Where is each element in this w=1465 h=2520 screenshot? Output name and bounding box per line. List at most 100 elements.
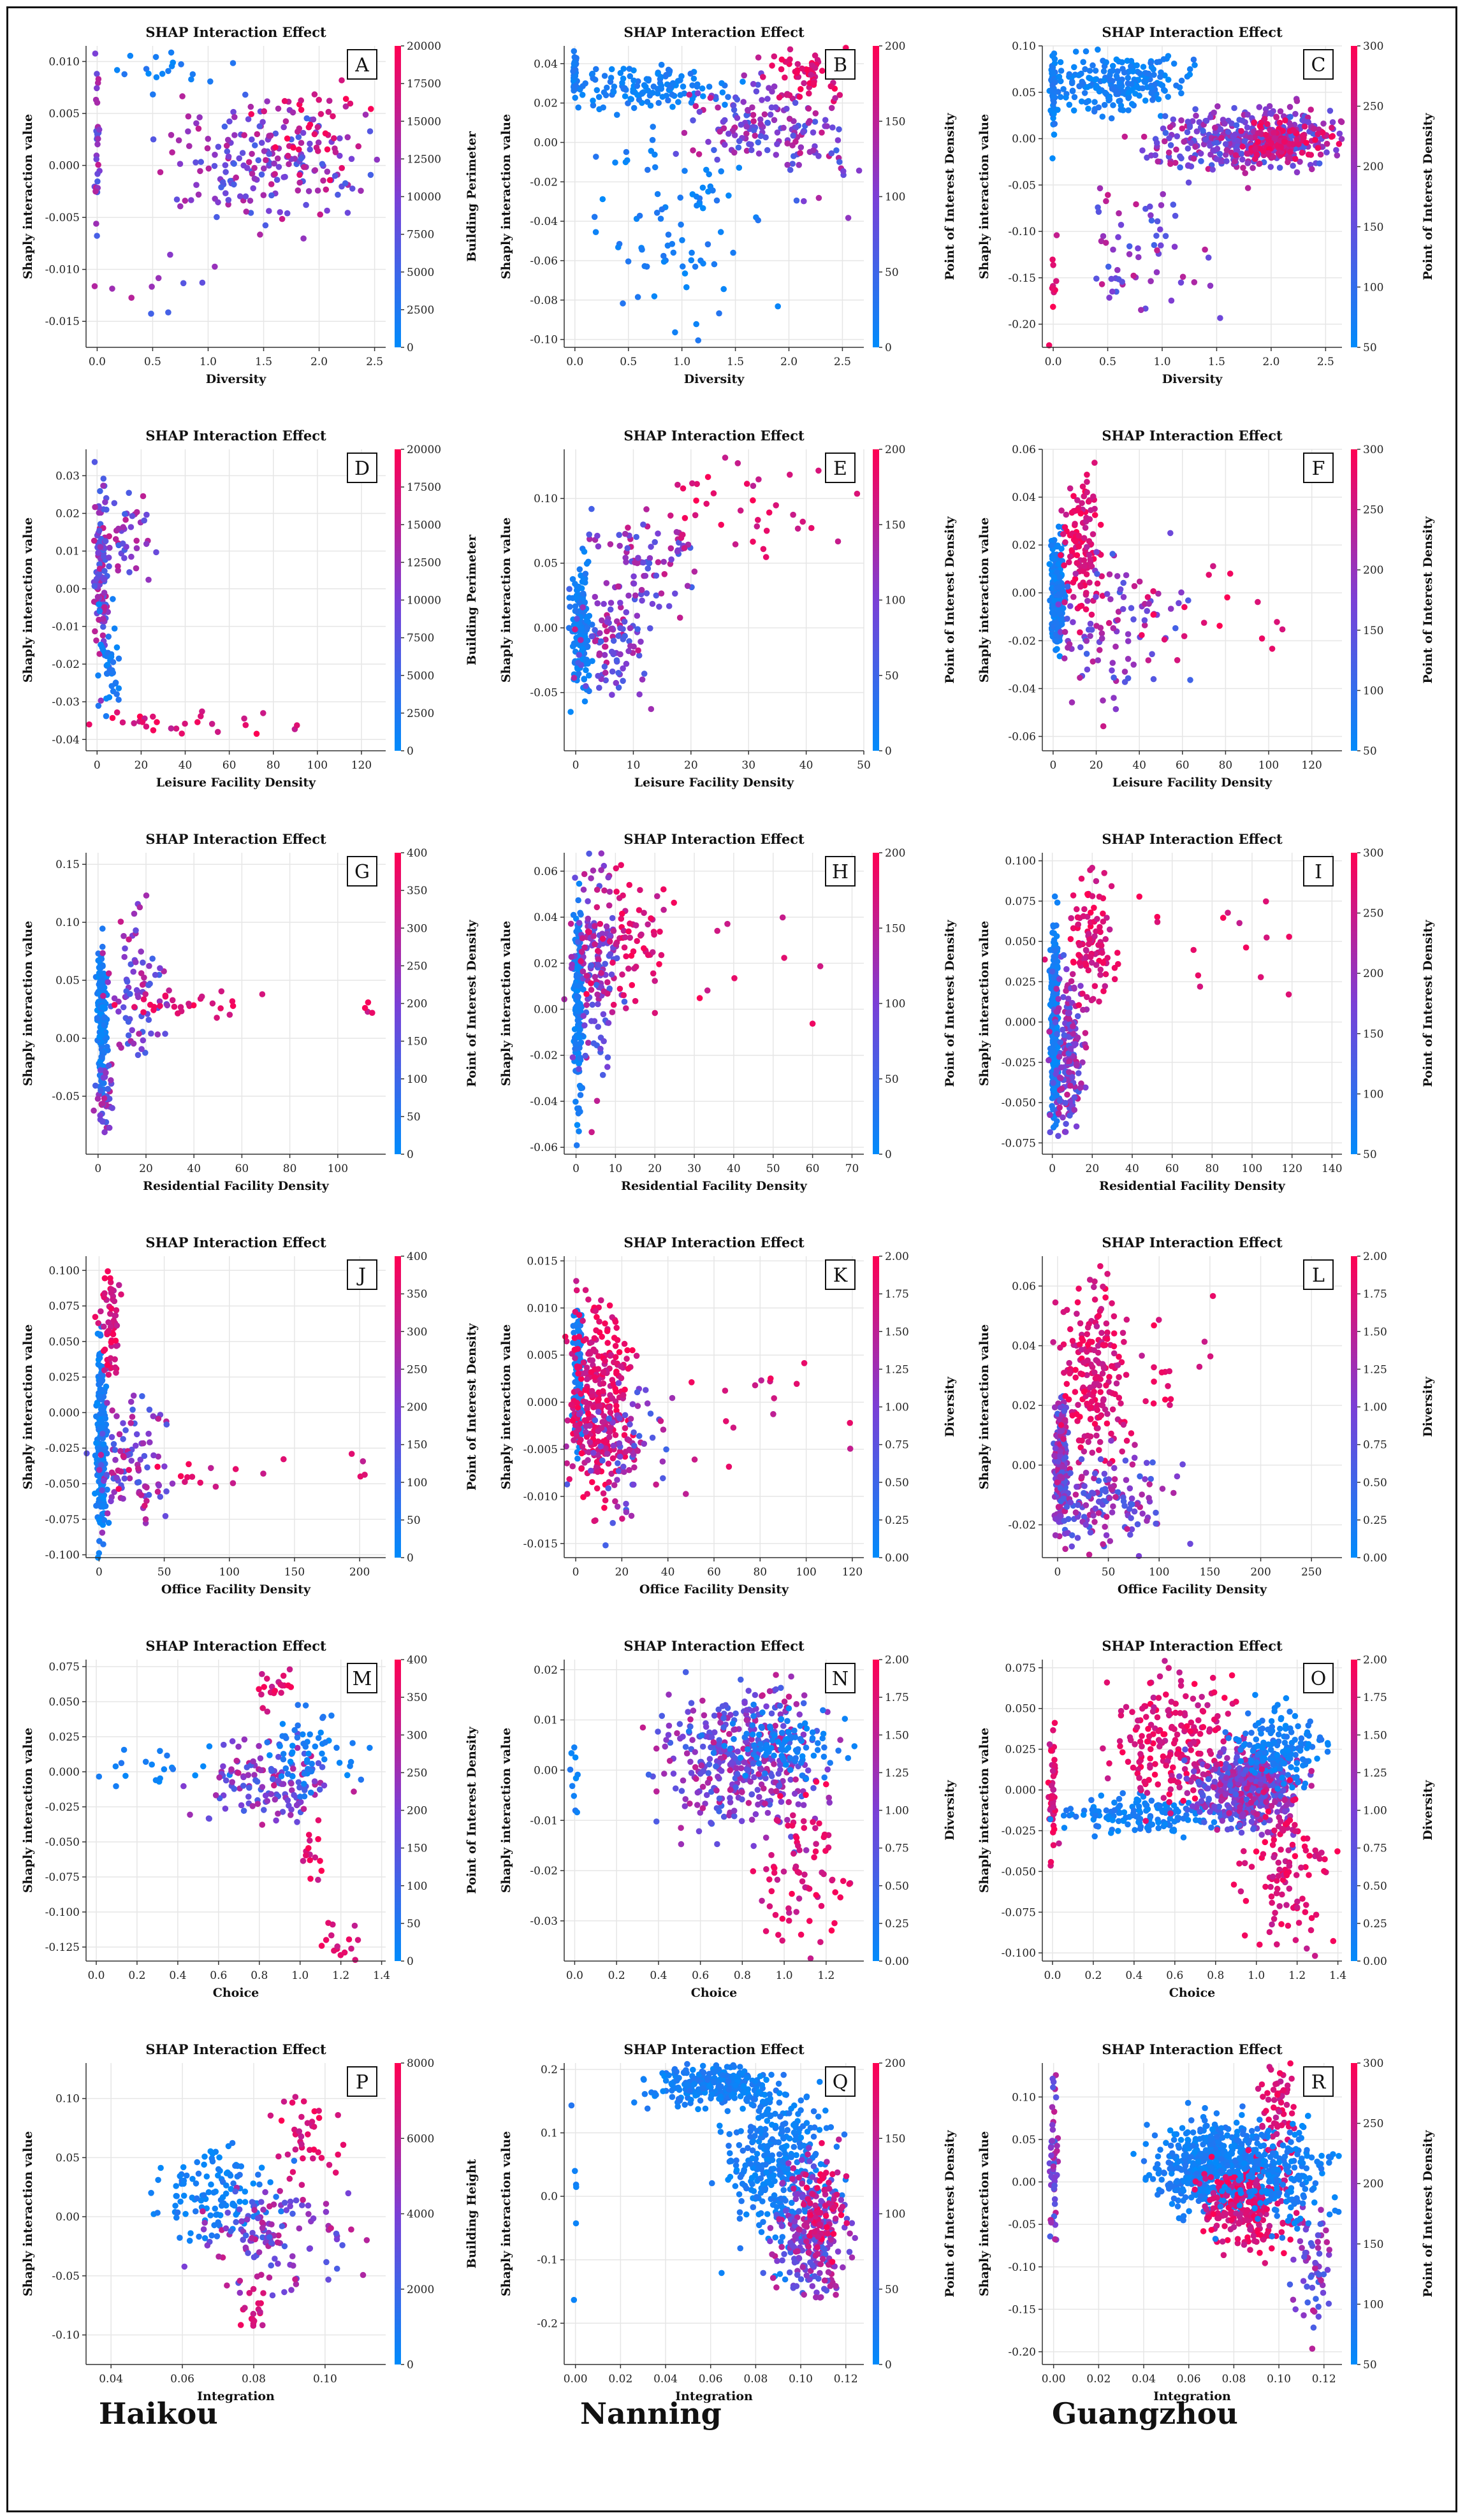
colorbar-label: Point of Interest Density (1421, 919, 1435, 1087)
data-point (1087, 556, 1093, 563)
data-point (710, 187, 716, 194)
data-point (1264, 934, 1270, 941)
data-point (1251, 156, 1258, 163)
data-point (800, 129, 806, 136)
data-point (577, 1055, 583, 1061)
data-point (692, 103, 699, 110)
data-point (822, 117, 829, 124)
colorbar-tick-label: 200 (407, 1401, 427, 1414)
data-point (96, 509, 103, 516)
colorbar-tick-label: 50 (1363, 1148, 1377, 1161)
data-point (1149, 97, 1156, 103)
data-point (324, 168, 331, 175)
data-point (195, 191, 202, 198)
data-point (588, 1018, 595, 1024)
data-point (750, 112, 757, 119)
data-point (608, 971, 615, 978)
data-point (1055, 1133, 1061, 1140)
data-point (1070, 959, 1077, 965)
data-point (1190, 56, 1197, 63)
data-point (1244, 124, 1251, 131)
data-point (164, 1002, 171, 1009)
data-point (1062, 539, 1068, 546)
data-point (197, 168, 203, 175)
data-point (594, 981, 600, 988)
data-point (603, 580, 610, 586)
data-point (579, 604, 586, 611)
data-point (1068, 915, 1074, 922)
data-point (1329, 133, 1336, 140)
data-point (734, 115, 741, 121)
data-point (229, 998, 236, 1004)
data-point (650, 949, 656, 955)
data-point (669, 103, 676, 110)
data-point (1056, 1104, 1063, 1111)
data-point (730, 249, 736, 256)
data-point (1178, 90, 1184, 97)
data-point (673, 529, 680, 535)
data-point (652, 151, 658, 158)
data-point (1203, 117, 1210, 124)
data-point (674, 481, 681, 488)
data-point (705, 138, 711, 145)
data-point (567, 709, 574, 715)
data-point (1074, 552, 1081, 558)
data-point (1239, 156, 1246, 163)
data-point (124, 978, 131, 985)
data-point (113, 691, 120, 697)
data-point (361, 1004, 368, 1011)
data-point (1150, 588, 1156, 595)
data-point (296, 171, 303, 178)
data-point (1086, 516, 1093, 523)
data-point (1047, 1129, 1053, 1136)
data-point (1294, 169, 1301, 176)
data-point (1060, 531, 1067, 537)
data-point (259, 119, 266, 126)
data-point (677, 77, 683, 83)
data-point (581, 871, 588, 878)
data-point (266, 133, 273, 139)
data-point (1070, 493, 1077, 500)
y-tick-label: -0.20 (1008, 319, 1036, 331)
data-point (1111, 976, 1118, 983)
data-point (101, 1346, 108, 1353)
colorbar-tick-label: 100 (885, 191, 905, 204)
data-point (129, 1414, 136, 1420)
data-point (620, 66, 627, 72)
data-point (620, 927, 627, 934)
data-point (96, 1538, 103, 1544)
data-point (198, 713, 204, 720)
data-point (1303, 140, 1309, 146)
data-point (1255, 138, 1261, 145)
data-point (805, 105, 812, 112)
data-point (677, 194, 683, 201)
data-point (633, 533, 639, 540)
data-point (1067, 936, 1074, 943)
data-point (582, 1052, 588, 1059)
data-point (1097, 647, 1103, 653)
data-point (585, 1039, 592, 1046)
data-point (126, 1475, 133, 1482)
y-tick-label: 0.000 (48, 160, 80, 173)
data-point (840, 168, 847, 175)
colorbar-label: Building Perimeter (465, 534, 479, 665)
data-point (1200, 127, 1206, 134)
data-point (1150, 676, 1157, 683)
y-tick-label: -0.10 (530, 334, 558, 347)
data-point (1048, 542, 1054, 549)
data-point (136, 904, 143, 911)
data-point (652, 539, 658, 546)
data-point (676, 614, 683, 621)
data-point (714, 927, 720, 934)
data-point (167, 251, 173, 258)
data-point (1192, 62, 1198, 68)
data-point (101, 1290, 108, 1296)
data-point (108, 653, 115, 660)
data-point (1049, 1045, 1056, 1052)
data-point (1113, 56, 1120, 63)
data-point (595, 94, 602, 100)
data-point (636, 96, 643, 103)
data-point (1083, 99, 1090, 106)
data-point (99, 925, 106, 932)
data-point (1053, 619, 1060, 626)
